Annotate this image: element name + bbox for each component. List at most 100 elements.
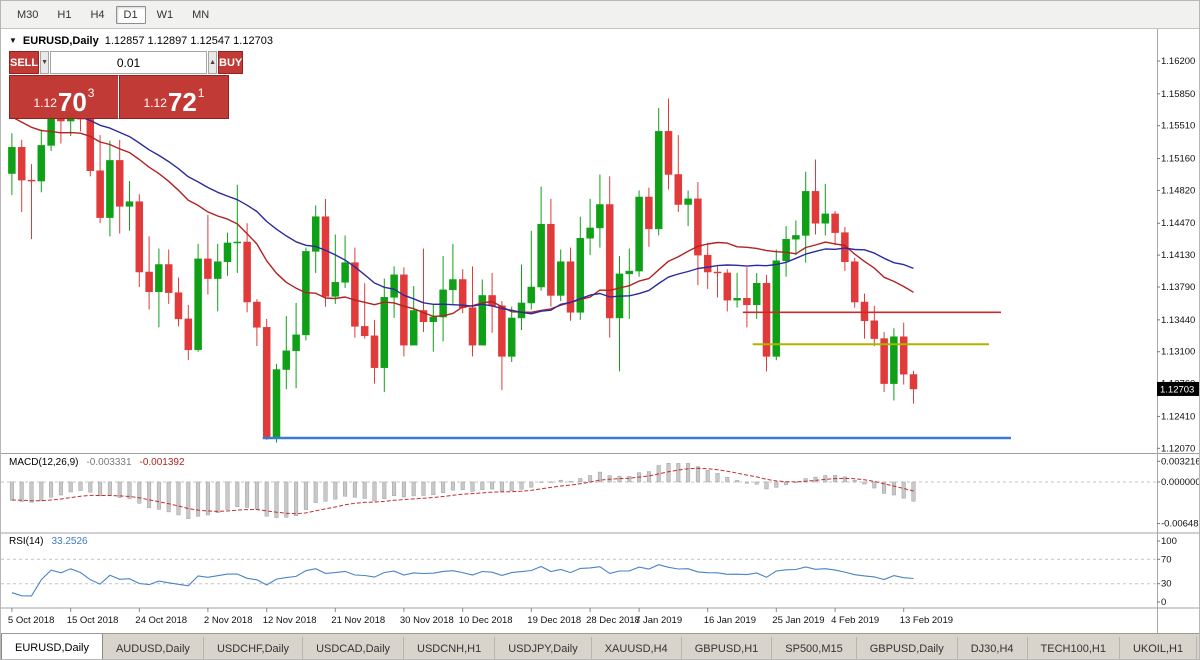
- date-axis-label: 13 Feb 2019: [900, 615, 953, 626]
- macd-axis-tick: 0.003216: [1161, 456, 1200, 467]
- chart-title-row: ▼ EURUSD,Daily 1.12857 1.12897 1.12547 1…: [9, 35, 273, 47]
- timeframe-mn[interactable]: MN: [192, 8, 210, 21]
- candle-body: [213, 261, 222, 279]
- candle-body: [831, 213, 839, 233]
- macd-bar: [392, 481, 397, 496]
- buy-button[interactable]: BUY: [218, 51, 244, 74]
- candle-body: [517, 302, 526, 319]
- macd-bar: [882, 481, 887, 494]
- macd-bar: [499, 481, 504, 492]
- candle-body: [596, 204, 604, 229]
- tab-usdcad-daily[interactable]: USDCAD,Daily: [303, 637, 405, 659]
- macd-bar: [303, 481, 308, 510]
- macd-indicator-label: MACD(12,26,9) -0.003331 -0.001392: [9, 457, 185, 468]
- timeframe-h4[interactable]: H4: [90, 8, 105, 21]
- macd-bar: [137, 481, 142, 504]
- macd-bar: [519, 481, 524, 490]
- sell-price-sup: 3: [87, 86, 95, 100]
- macd-bar: [460, 481, 465, 491]
- candle-body: [390, 274, 398, 298]
- candle-body: [184, 318, 193, 351]
- date-axis-label: 15 Oct 2018: [67, 615, 119, 626]
- trade-panel-collapse-icon[interactable]: ▼: [9, 36, 17, 45]
- price-axis-tick: 1.16200: [1161, 56, 1195, 67]
- candle-body: [841, 232, 849, 262]
- macd-bar: [343, 481, 348, 497]
- candle-body: [821, 213, 830, 224]
- macd-bar: [823, 475, 828, 483]
- candle-body: [106, 160, 114, 218]
- candle-body: [860, 301, 869, 322]
- candle-body: [86, 118, 95, 171]
- candle-body: [743, 298, 751, 306]
- macd-bar: [362, 481, 367, 499]
- candle-body: [8, 147, 16, 174]
- timeframe-w1[interactable]: W1: [156, 8, 174, 21]
- macd-bar: [725, 477, 730, 483]
- timeframe-h1[interactable]: H1: [57, 8, 72, 21]
- macd-bar: [372, 481, 377, 502]
- volume-increase-button[interactable]: ▲: [208, 51, 217, 74]
- candle-body: [566, 261, 575, 313]
- tab-usdcnh-h1[interactable]: USDCNH,H1: [404, 637, 496, 659]
- macd-bar: [774, 481, 779, 488]
- candle-body: [223, 242, 232, 262]
- macd-bar: [215, 481, 220, 513]
- candle-body: [586, 227, 594, 239]
- rsi-value: 33.2526: [51, 536, 88, 547]
- tab-ukoil-h1[interactable]: UKOIL,H1: [1120, 637, 1198, 659]
- timeframe-m30[interactable]: M30: [17, 8, 39, 21]
- volume-decrease-button[interactable]: ▼: [40, 51, 50, 74]
- tab-usdchf-daily[interactable]: USDCHF,Daily: [204, 637, 304, 659]
- ohlc-values: 1.12857 1.12897 1.12547 1.12703: [104, 35, 273, 47]
- candle-body: [625, 270, 634, 275]
- tab-gbpusd-daily[interactable]: GBPUSD,Daily: [857, 637, 958, 659]
- macd-bar: [744, 481, 749, 484]
- tab-eurusd-daily[interactable]: EURUSD,Daily: [1, 634, 103, 659]
- tab-audusd-daily[interactable]: AUDUSD,Daily: [103, 637, 204, 659]
- candle-body: [409, 310, 418, 346]
- macd-name: MACD(12,26,9): [9, 457, 79, 468]
- tab-dj30-h4[interactable]: DJ30,H4: [958, 637, 1028, 659]
- macd-axis-tick: -0.006485: [1161, 519, 1200, 530]
- candle-body: [801, 191, 810, 236]
- macd-bar: [480, 481, 485, 491]
- candle-body: [253, 301, 261, 328]
- macd-bar: [156, 481, 161, 510]
- candle-body: [341, 262, 349, 283]
- candle-body: [351, 262, 359, 327]
- timeframe-d1[interactable]: D1: [115, 5, 146, 24]
- macd-bar: [352, 481, 357, 498]
- macd-bar: [548, 481, 553, 483]
- macd-bar: [401, 481, 406, 498]
- macd-bar: [627, 476, 632, 483]
- macd-bar: [695, 466, 700, 483]
- candle-body: [890, 336, 898, 384]
- sell-button[interactable]: SELL: [9, 51, 40, 74]
- price-axis-tick: 1.12070: [1161, 443, 1195, 454]
- price-chart-canvas[interactable]: 1.16200 1.15850 1.15510 1.15160 1.14820 1.144…: [1, 29, 1200, 633]
- rsi-axis-tick: 30: [1161, 579, 1172, 590]
- candle-body: [703, 254, 712, 273]
- candle-body: [370, 335, 379, 368]
- tab-usdjpy-daily[interactable]: USDJPY,Daily: [495, 637, 592, 659]
- date-axis-label: 24 Oct 2018: [135, 615, 187, 626]
- tab-xauusd-h4[interactable]: XAUUSD,H4: [592, 637, 682, 659]
- price-axis-tick: 1.13440: [1161, 315, 1195, 326]
- macd-bar: [245, 481, 250, 508]
- sell-price-box[interactable]: 1.12 70 3: [9, 75, 119, 119]
- date-axis-label: 25 Jan 2019: [772, 615, 824, 626]
- tab-gbpusd-h1[interactable]: GBPUSD,H1: [682, 637, 773, 659]
- tab-tech100-h1[interactable]: TECH100,H1: [1028, 637, 1120, 659]
- macd-bar: [470, 481, 475, 492]
- candle-body: [272, 369, 281, 438]
- buy-price-box[interactable]: 1.12 72 1: [119, 75, 229, 119]
- macd-bar: [666, 463, 671, 483]
- tab-sp500-m15[interactable]: SP500,M15: [772, 637, 857, 659]
- macd-bar: [490, 481, 495, 490]
- volume-input[interactable]: [50, 51, 208, 74]
- macd-bar: [509, 481, 514, 491]
- candle-body: [204, 258, 212, 279]
- candle-body: [380, 297, 389, 368]
